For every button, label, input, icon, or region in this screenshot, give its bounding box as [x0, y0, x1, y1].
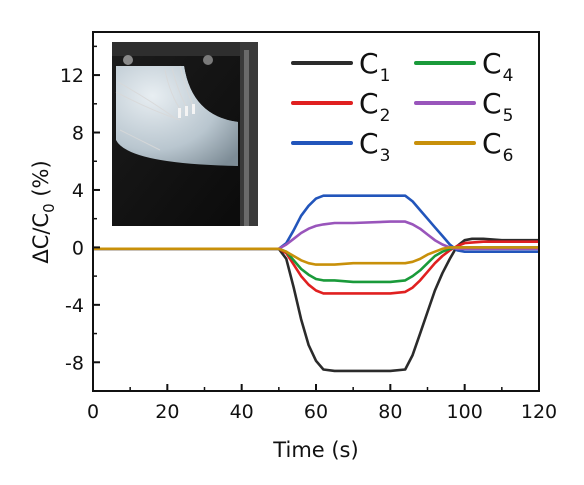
y-axis-title-suffix: (%) — [29, 160, 53, 203]
legend-label-c1: C1 — [359, 47, 390, 86]
legend-label-c4: C4 — [482, 47, 513, 86]
x-tick-label: 20 — [155, 401, 179, 423]
x-tick-label: 120 — [521, 401, 557, 423]
y-axis-title-prefix: ΔC/C — [29, 213, 53, 264]
inset-photo — [112, 42, 258, 226]
legend-label-c2: C2 — [359, 87, 390, 126]
y-axis-title: ΔC/C0 (%) — [29, 160, 58, 263]
y-tick-label: 0 — [72, 237, 84, 259]
y-tick-label: 12 — [60, 65, 84, 87]
x-tick-label: 0 — [87, 401, 99, 423]
y-tick-label: 4 — [72, 180, 84, 202]
legend-label-c6: C6 — [482, 127, 513, 166]
x-tick-label: 100 — [447, 401, 483, 423]
x-tick-label: 40 — [230, 401, 254, 423]
series-line-c6 — [93, 246, 539, 266]
x-tick-label: 80 — [378, 401, 402, 423]
legend-label-c3: C3 — [359, 127, 390, 166]
y-axis-title-sub: 0 — [40, 203, 58, 213]
series-line-c2 — [93, 240, 539, 295]
legend-label-c5: C5 — [482, 87, 513, 126]
y-ticks: -8 -4 0 4 8 12 — [60, 45, 100, 392]
y-tick-label: 8 — [72, 123, 84, 145]
x-axis-title: Time (s) — [272, 438, 358, 462]
y-tick-label: -4 — [65, 295, 84, 317]
series-group — [93, 194, 539, 373]
x-ticks: 0 20 40 60 80 100 120 — [87, 384, 557, 423]
y-tick-label: -8 — [65, 352, 84, 374]
series-line-c1 — [93, 237, 539, 373]
series-line-c5 — [93, 220, 539, 251]
x-tick-label: 60 — [304, 401, 328, 423]
series-line-c3 — [93, 194, 539, 253]
